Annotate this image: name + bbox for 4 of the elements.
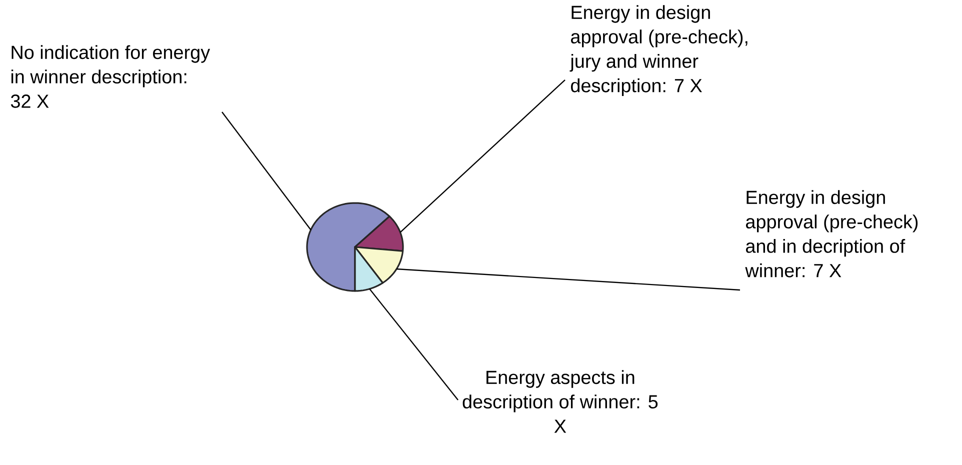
slice-label: Energy aspects in description of winner: 5 X [462,370,658,433]
slice-label: Energy in design approval (pre-check), jury and winner description: 7 X [570,5,748,96]
slice-label: Energy in design approval (pre-check) and in decription of winner: 7 X [745,190,918,278]
slice-label: No indication for energy in winner description: 32 X [10,45,210,108]
